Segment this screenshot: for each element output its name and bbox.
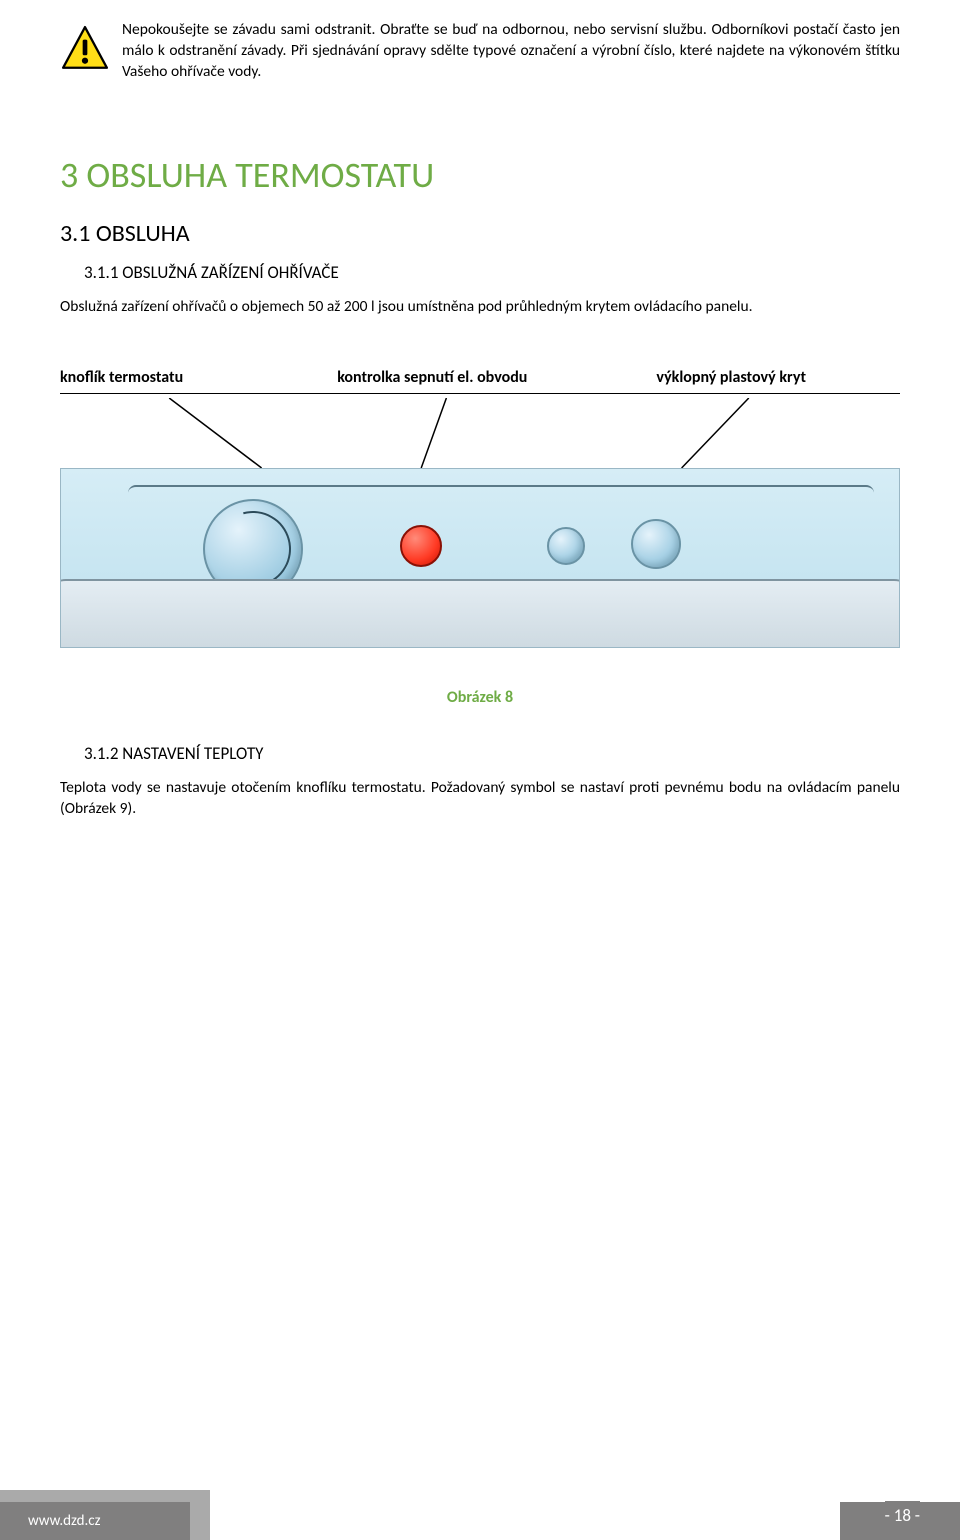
indicator-led-graphic bbox=[400, 525, 442, 567]
paragraph-temperature: Teplota vody se nastavuje otočením knofl… bbox=[60, 778, 900, 820]
small-knob-1-graphic bbox=[547, 527, 585, 565]
warning-block: Nepokoušejte se závadu sami odstranit. O… bbox=[60, 20, 900, 83]
paragraph-devices: Obslužná zařízení ohřívačů o objemech 50… bbox=[60, 297, 900, 318]
section-heading-3-1-1: 3.1.1 OBSLUŽNÁ ZAŘÍZENÍ OHŘÍVAČE bbox=[84, 262, 900, 283]
control-panel-diagram bbox=[60, 468, 900, 648]
small-knob-2-graphic bbox=[631, 519, 681, 569]
section-heading-3-1-2: 3.1.2 NASTAVENÍ TEPLOTY bbox=[84, 743, 900, 764]
label-rule bbox=[60, 393, 900, 395]
page-footer: www.dzd.cz - 18 - bbox=[0, 1480, 960, 1540]
section-heading-3: 3 OBSLUHA TERMOSTATU bbox=[60, 153, 900, 197]
diagram-labels-row: knoflík termostatu kontrolka sepnutí el.… bbox=[60, 368, 900, 387]
section-heading-3-1: 3.1 OBSLUHA bbox=[60, 219, 900, 248]
footer-url: www.dzd.cz bbox=[0, 1502, 190, 1540]
warning-text: Nepokoušejte se závadu sami odstranit. O… bbox=[122, 20, 900, 83]
label-plastic-cover: výklopný plastový kryt bbox=[656, 368, 900, 387]
pointer-lines bbox=[60, 398, 900, 468]
cover-panel-graphic bbox=[60, 579, 900, 648]
label-indicator-led: kontrolka sepnutí el. obvodu bbox=[337, 368, 656, 387]
label-thermostat-knob: knoflík termostatu bbox=[60, 368, 337, 387]
page-number: - 18 - bbox=[885, 1501, 920, 1530]
figure-caption-8: Obrázek 8 bbox=[60, 688, 900, 707]
warning-icon bbox=[60, 24, 110, 79]
